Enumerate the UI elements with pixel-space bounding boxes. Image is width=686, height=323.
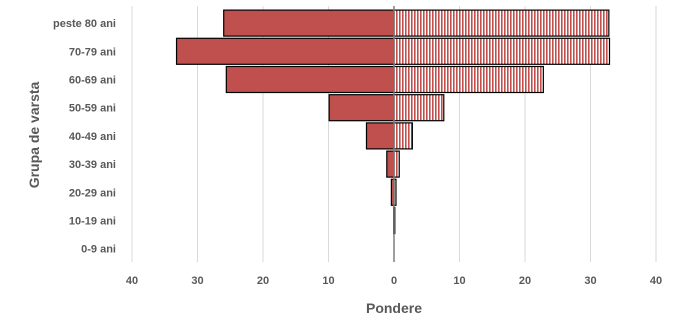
category-label: 60-69 ani bbox=[69, 75, 116, 87]
x-tick-label: 30 bbox=[191, 275, 203, 287]
x-tick-label: 40 bbox=[126, 275, 138, 287]
x-tick-label: 40 bbox=[650, 275, 662, 287]
x-tick-label: 10 bbox=[322, 275, 334, 287]
bar-right bbox=[393, 94, 445, 122]
category-label: 70-79 ani bbox=[69, 46, 116, 58]
bar-right bbox=[393, 122, 413, 150]
bar-left bbox=[328, 94, 395, 122]
x-tick-label: 30 bbox=[584, 275, 596, 287]
category-label: 20-29 ani bbox=[69, 187, 116, 199]
x-tick-label: 10 bbox=[453, 275, 465, 287]
category-label: 0-9 ani bbox=[81, 244, 116, 256]
category-label: peste 80 ani bbox=[53, 18, 116, 30]
bar-left bbox=[175, 37, 395, 65]
tick-labels: 40 30 20 10 0 10 20 30 40 bbox=[126, 275, 662, 287]
bar-left bbox=[225, 65, 395, 94]
category-label: 40-49 ani bbox=[69, 131, 116, 143]
x-tick-label: 0 bbox=[391, 275, 397, 287]
bar-right bbox=[393, 65, 544, 94]
bar-left bbox=[386, 150, 395, 178]
bar-left bbox=[223, 9, 395, 37]
bar-left bbox=[365, 122, 395, 150]
bar-right bbox=[393, 37, 611, 65]
x-axis-title: Pondere bbox=[366, 300, 422, 316]
bars bbox=[175, 9, 611, 235]
x-tick-label: 20 bbox=[519, 275, 531, 287]
category-label: 30-39 ani bbox=[69, 159, 116, 171]
x-tick-label: 20 bbox=[257, 275, 269, 287]
category-label: 10-19 ani bbox=[69, 216, 116, 228]
category-label: 50-59 ani bbox=[69, 103, 116, 115]
y-axis-title: Grupa de varsta bbox=[26, 81, 42, 188]
bar-right bbox=[393, 150, 400, 178]
category-labels: peste 80 ani 70-79 ani 60-69 ani 50-59 ani 4… bbox=[53, 18, 116, 256]
bar-right bbox=[393, 9, 610, 37]
